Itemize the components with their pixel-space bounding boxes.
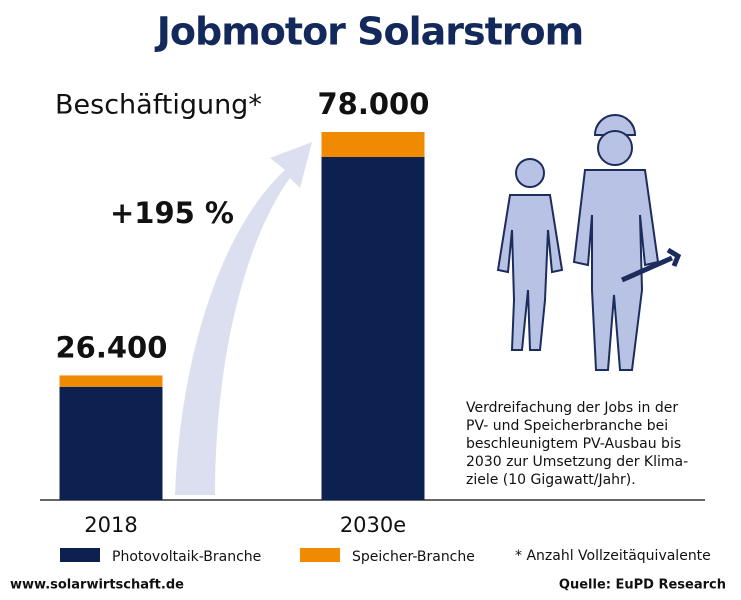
bar-segment [59,375,163,387]
legend-swatch [300,548,340,562]
note-line: 2030 zur Umsetzung der Klima- [466,454,688,470]
workers-illustration [496,114,682,371]
note-line: beschleunigtem PV-Ausbau bis [466,436,681,452]
subtitle: Beschäftigung* [55,90,262,121]
footnote: * Anzahl Vollzeitäquivalente [515,548,711,564]
x-tick-label: 2018 [84,513,137,537]
legend-label: Photovoltaik-Branche [112,549,261,565]
legend-label: Speicher-Branche [352,549,475,565]
total-label: 78.000 [318,87,430,121]
x-tick-label: 2030e [340,513,406,537]
note-line: Verdreifachung der Jobs in der [466,400,678,416]
website: www.solarwirtschaft.de [10,578,184,593]
bar-segment [59,386,163,500]
chart-title: Jobmotor Solarstrom [154,10,584,54]
bar-segment [321,157,425,500]
annotation: +195 % [110,196,234,230]
growth-arrow [175,142,312,495]
note-line: ziele (10 Gigawatt/Jahr). [466,472,636,488]
note-line: PV- und Speicherbranche bei [466,418,668,434]
source: Quelle: EuPD Research [559,578,726,593]
legend-swatch [60,548,100,562]
total-label: 26.400 [56,330,168,364]
bar-segment [321,132,425,158]
